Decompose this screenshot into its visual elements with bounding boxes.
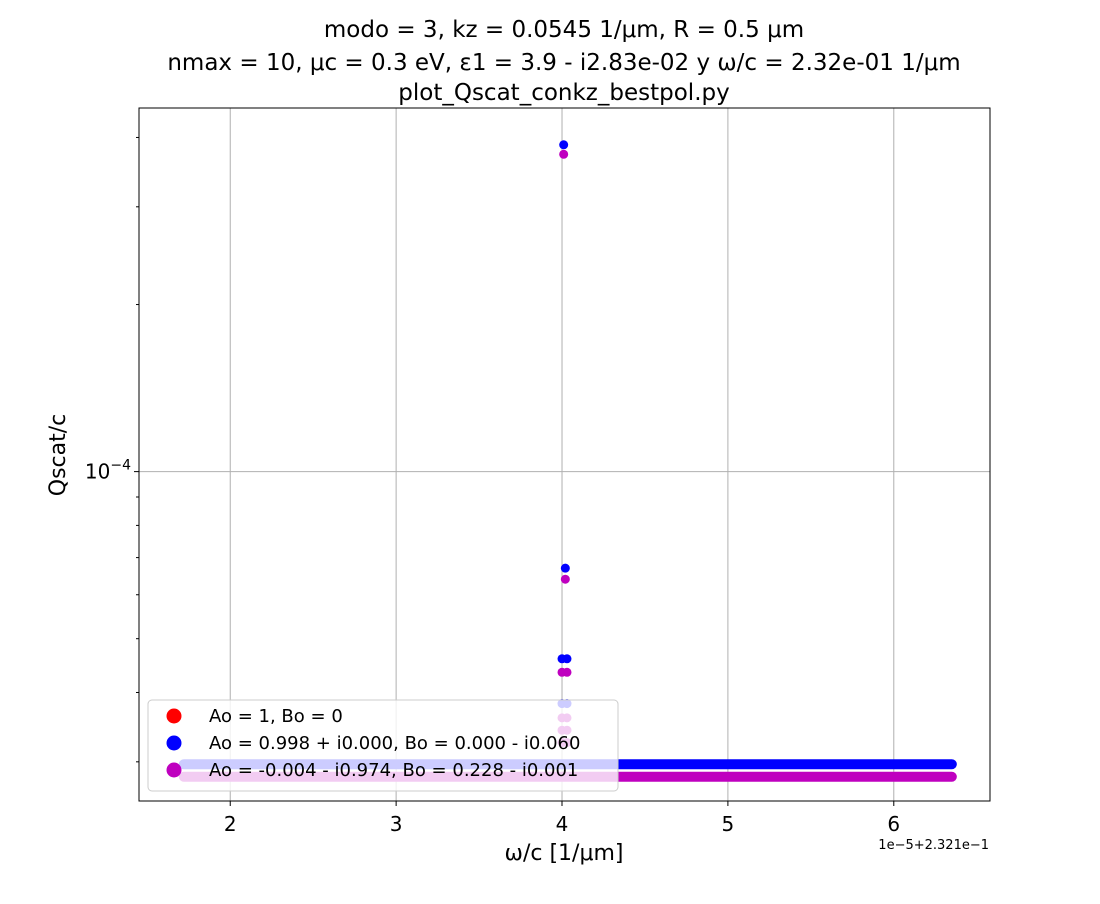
series-2-point xyxy=(559,149,569,159)
x-tick-label: 2 xyxy=(224,812,237,836)
x-offset-label: 1e−5+2.321e−1 xyxy=(878,838,989,853)
legend-marker-1 xyxy=(166,735,182,751)
axis-ticks: 2 3 4 5 6 10−4 xyxy=(85,136,900,836)
series-1-point xyxy=(560,563,570,573)
series-1-point xyxy=(562,654,572,664)
legend-marker-2 xyxy=(166,762,182,778)
chart-title-line-2: nmax = 10, μc = 0.3 eV, ε1 = 3.9 - i2.83… xyxy=(167,50,960,76)
legend-label-2: Ao = -0.004 - i0.974, Bo = 0.228 - i0.00… xyxy=(209,760,578,781)
series-2-point xyxy=(560,574,570,584)
plot-frame xyxy=(138,107,991,802)
x-axis-label: ω/c [1/μm] xyxy=(505,841,624,866)
series-2-point xyxy=(562,667,572,677)
x-tick-label: 4 xyxy=(556,812,569,836)
legend-marker-0 xyxy=(166,708,182,724)
plot-area xyxy=(139,108,990,801)
x-tick-label: 6 xyxy=(887,812,900,836)
grid-lines xyxy=(139,108,990,801)
chart-title-line-1: modo = 3, kz = 0.0545 1/μm, R = 0.5 μm xyxy=(324,17,804,43)
legend: Ao = 1, Bo = 0 Ao = 0.998 + i0.000, Bo = … xyxy=(147,699,619,792)
x-tick-label: 3 xyxy=(390,812,403,836)
chart-title-line-3: plot_Qscat_conkz_bestpol.py xyxy=(398,80,729,106)
series-1-point xyxy=(559,140,569,150)
legend-box xyxy=(147,699,619,792)
legend-label-0: Ao = 1, Bo = 0 xyxy=(209,706,343,727)
legend-label-1: Ao = 0.998 + i0.000, Bo = 0.000 - i0.060 xyxy=(209,733,580,754)
y-axis-label: Qscat/c xyxy=(46,414,71,497)
x-tick-label: 5 xyxy=(722,812,735,836)
y-tick-label: 10−4 xyxy=(85,458,131,484)
